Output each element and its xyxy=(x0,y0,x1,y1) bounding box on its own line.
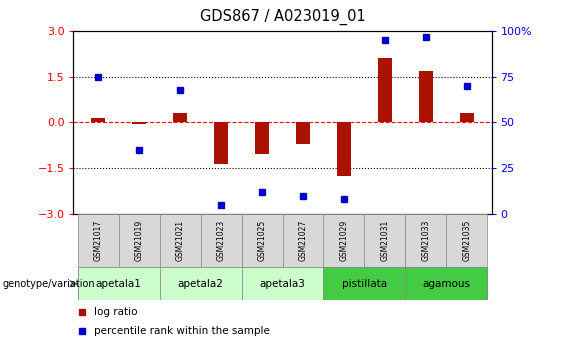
Text: GSM21025: GSM21025 xyxy=(258,220,267,261)
Bar xyxy=(91,118,105,122)
Bar xyxy=(255,122,269,155)
Bar xyxy=(159,267,241,300)
Bar xyxy=(419,71,433,122)
Bar xyxy=(296,122,310,144)
Bar xyxy=(460,114,474,122)
Bar xyxy=(77,214,119,267)
Text: GSM21017: GSM21017 xyxy=(94,220,102,261)
Bar xyxy=(406,267,488,300)
Text: GSM21019: GSM21019 xyxy=(134,220,144,261)
Bar xyxy=(324,214,364,267)
Bar xyxy=(446,214,488,267)
Bar xyxy=(77,267,159,300)
Text: GDS867 / A023019_01: GDS867 / A023019_01 xyxy=(199,9,366,25)
Bar xyxy=(132,122,146,124)
Bar xyxy=(378,59,392,122)
Bar xyxy=(337,122,351,176)
Text: log ratio: log ratio xyxy=(94,307,138,317)
Bar xyxy=(201,214,241,267)
Text: GSM21021: GSM21021 xyxy=(176,220,185,261)
Text: percentile rank within the sample: percentile rank within the sample xyxy=(94,326,270,336)
Text: GSM21023: GSM21023 xyxy=(216,220,225,261)
Bar xyxy=(241,214,282,267)
Bar xyxy=(406,214,446,267)
Text: GSM21029: GSM21029 xyxy=(340,220,349,261)
Bar xyxy=(173,114,187,122)
Bar xyxy=(364,214,406,267)
Text: genotype/variation: genotype/variation xyxy=(3,279,95,289)
Bar xyxy=(214,122,228,164)
Text: GSM21031: GSM21031 xyxy=(380,220,389,261)
Bar xyxy=(159,214,201,267)
Bar xyxy=(119,214,159,267)
Text: GSM21033: GSM21033 xyxy=(421,220,431,261)
Text: GSM21035: GSM21035 xyxy=(463,220,471,261)
Text: pistillata: pistillata xyxy=(342,279,387,289)
Text: apetala2: apetala2 xyxy=(177,279,223,289)
Bar xyxy=(324,267,406,300)
Text: GSM21027: GSM21027 xyxy=(298,220,307,261)
Text: agamous: agamous xyxy=(423,279,471,289)
Bar xyxy=(282,214,324,267)
Text: apetala1: apetala1 xyxy=(95,279,141,289)
Bar xyxy=(241,267,324,300)
Text: apetala3: apetala3 xyxy=(259,279,306,289)
